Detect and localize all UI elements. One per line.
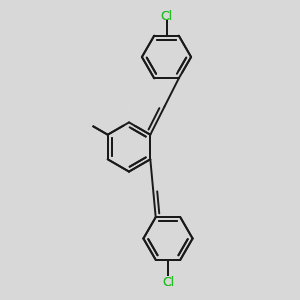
Text: Cl: Cl [162,276,174,289]
Text: Cl: Cl [160,10,172,23]
Text: Cl: Cl [160,10,172,23]
Text: Cl: Cl [162,276,174,289]
